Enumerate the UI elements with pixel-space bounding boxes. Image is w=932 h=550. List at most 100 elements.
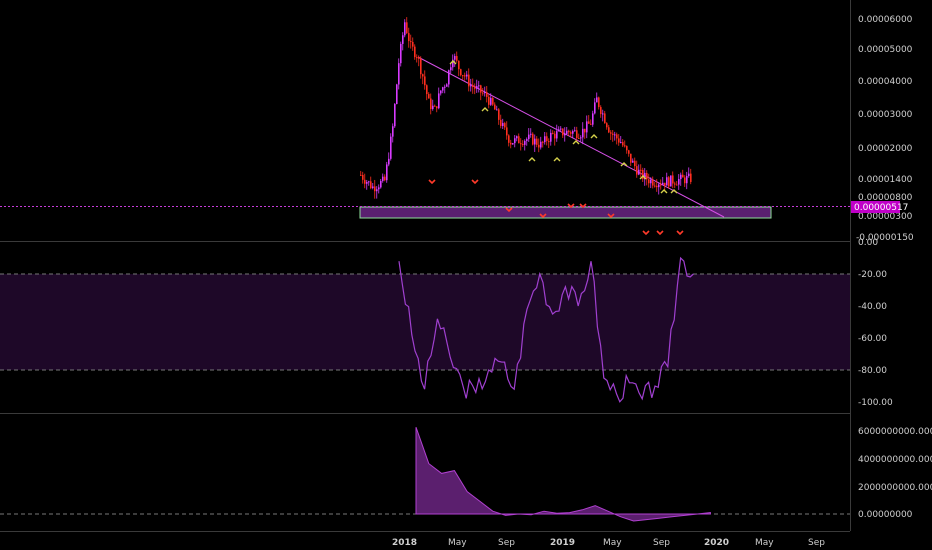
candle-body bbox=[680, 174, 682, 180]
candle-body bbox=[590, 123, 592, 125]
candle-body bbox=[674, 183, 676, 185]
candle-body bbox=[520, 143, 522, 145]
candle-body bbox=[588, 121, 590, 124]
candle-body bbox=[650, 179, 652, 184]
candle-body bbox=[508, 135, 510, 143]
candle-body bbox=[446, 84, 448, 87]
candle-body bbox=[626, 146, 628, 151]
candle-body bbox=[666, 177, 668, 186]
candle-body bbox=[612, 133, 614, 135]
candle-body bbox=[630, 153, 632, 163]
candle-body bbox=[382, 176, 384, 181]
y-tick-label: 0.00000000 bbox=[858, 510, 913, 520]
volume-y-axis[interactable]: 6000000000.00000000 4000000000.00000000 … bbox=[858, 427, 932, 520]
candle-body bbox=[504, 123, 506, 128]
price-pane[interactable] bbox=[0, 17, 850, 236]
candle-body bbox=[682, 174, 684, 178]
candle-body bbox=[632, 160, 634, 163]
candle-body bbox=[532, 133, 534, 145]
y-tick-label: 0.00006000 bbox=[858, 15, 913, 25]
volume-area bbox=[415, 427, 711, 522]
candle-body bbox=[450, 67, 452, 71]
candle-body bbox=[496, 109, 498, 111]
candle-body bbox=[538, 144, 540, 148]
buy-marker bbox=[639, 175, 647, 180]
support-box bbox=[359, 206, 772, 219]
candle-body bbox=[480, 85, 482, 93]
candle-body bbox=[598, 97, 600, 108]
buy-marker bbox=[481, 107, 489, 112]
sell-marker bbox=[505, 207, 513, 213]
candle-body bbox=[486, 92, 488, 97]
buy-marker bbox=[620, 162, 628, 167]
candle-body bbox=[396, 84, 398, 105]
candle-body bbox=[404, 22, 406, 36]
candle-body bbox=[686, 176, 688, 184]
y-tick-label: -80.00 bbox=[858, 366, 887, 376]
candle-body bbox=[360, 174, 362, 176]
x-tick-label: 2019 bbox=[550, 538, 575, 548]
oscillator-y-axis[interactable]: 0.00 -20.00 -40.00 -60.00 -80.00 -100.00 bbox=[858, 238, 893, 408]
candle-body bbox=[384, 176, 386, 181]
candle-body bbox=[370, 181, 372, 189]
x-tick-label: Sep bbox=[498, 538, 515, 548]
y-tick-label: -40.00 bbox=[858, 302, 887, 312]
candle-body bbox=[676, 184, 678, 186]
candle-body bbox=[654, 185, 656, 187]
candle-body bbox=[530, 133, 532, 135]
candle-body bbox=[418, 57, 420, 59]
x-tick-label: 2020 bbox=[704, 538, 729, 548]
candle-body bbox=[644, 172, 646, 180]
y-tick-label: 2000000000.00000000 bbox=[858, 483, 932, 493]
volume-pane[interactable] bbox=[0, 427, 850, 522]
sell-marker bbox=[607, 213, 615, 219]
candle-body bbox=[618, 138, 620, 143]
sell-marker bbox=[656, 230, 664, 236]
candle-body bbox=[664, 182, 666, 186]
candle-body bbox=[690, 173, 692, 182]
candle-body bbox=[646, 172, 648, 180]
candle-body bbox=[420, 58, 422, 75]
candle-body bbox=[642, 169, 644, 180]
candle-body bbox=[432, 105, 434, 109]
current-price-badge bbox=[851, 201, 900, 213]
candle-body bbox=[670, 175, 672, 187]
candle-body bbox=[576, 130, 578, 138]
sell-marker bbox=[428, 179, 436, 185]
candle-body bbox=[522, 143, 524, 145]
candle-body bbox=[472, 85, 474, 87]
candle-body bbox=[372, 186, 374, 189]
candle-body bbox=[422, 74, 424, 77]
candle-body bbox=[624, 145, 626, 147]
candle-body bbox=[380, 180, 382, 188]
price-y-axis[interactable]: 0.00006000 0.00005000 0.00004000 0.00003… bbox=[851, 15, 914, 243]
candle-body bbox=[548, 141, 550, 143]
candle-body bbox=[466, 74, 468, 77]
candle-body bbox=[584, 128, 586, 133]
candle-body bbox=[366, 181, 368, 184]
sell-marker bbox=[579, 203, 587, 209]
y-tick-label: -60.00 bbox=[858, 334, 887, 344]
candle-body bbox=[398, 63, 400, 85]
buy-marker bbox=[553, 157, 561, 162]
x-tick-label: Sep bbox=[808, 538, 825, 548]
candle-body bbox=[470, 85, 472, 87]
candle-body bbox=[596, 97, 598, 103]
candle-body bbox=[580, 137, 582, 139]
candle-body bbox=[442, 87, 444, 91]
candle-body bbox=[558, 129, 560, 132]
candle-body bbox=[410, 41, 412, 43]
oscillator-pane[interactable] bbox=[0, 256, 850, 403]
y-tick-label: 0.00001400 bbox=[858, 175, 913, 185]
candle-body bbox=[648, 179, 650, 184]
candle-body bbox=[606, 123, 608, 128]
candle-body bbox=[436, 106, 438, 109]
time-x-axis[interactable]: 2018 May Sep 2019 May Sep 2020 May Sep bbox=[392, 538, 825, 548]
candle-body bbox=[536, 138, 538, 145]
candle-body bbox=[394, 104, 396, 127]
candle-body bbox=[428, 94, 430, 99]
candle-body bbox=[362, 174, 364, 180]
candle-body bbox=[460, 69, 462, 76]
buy-marker bbox=[572, 140, 580, 145]
